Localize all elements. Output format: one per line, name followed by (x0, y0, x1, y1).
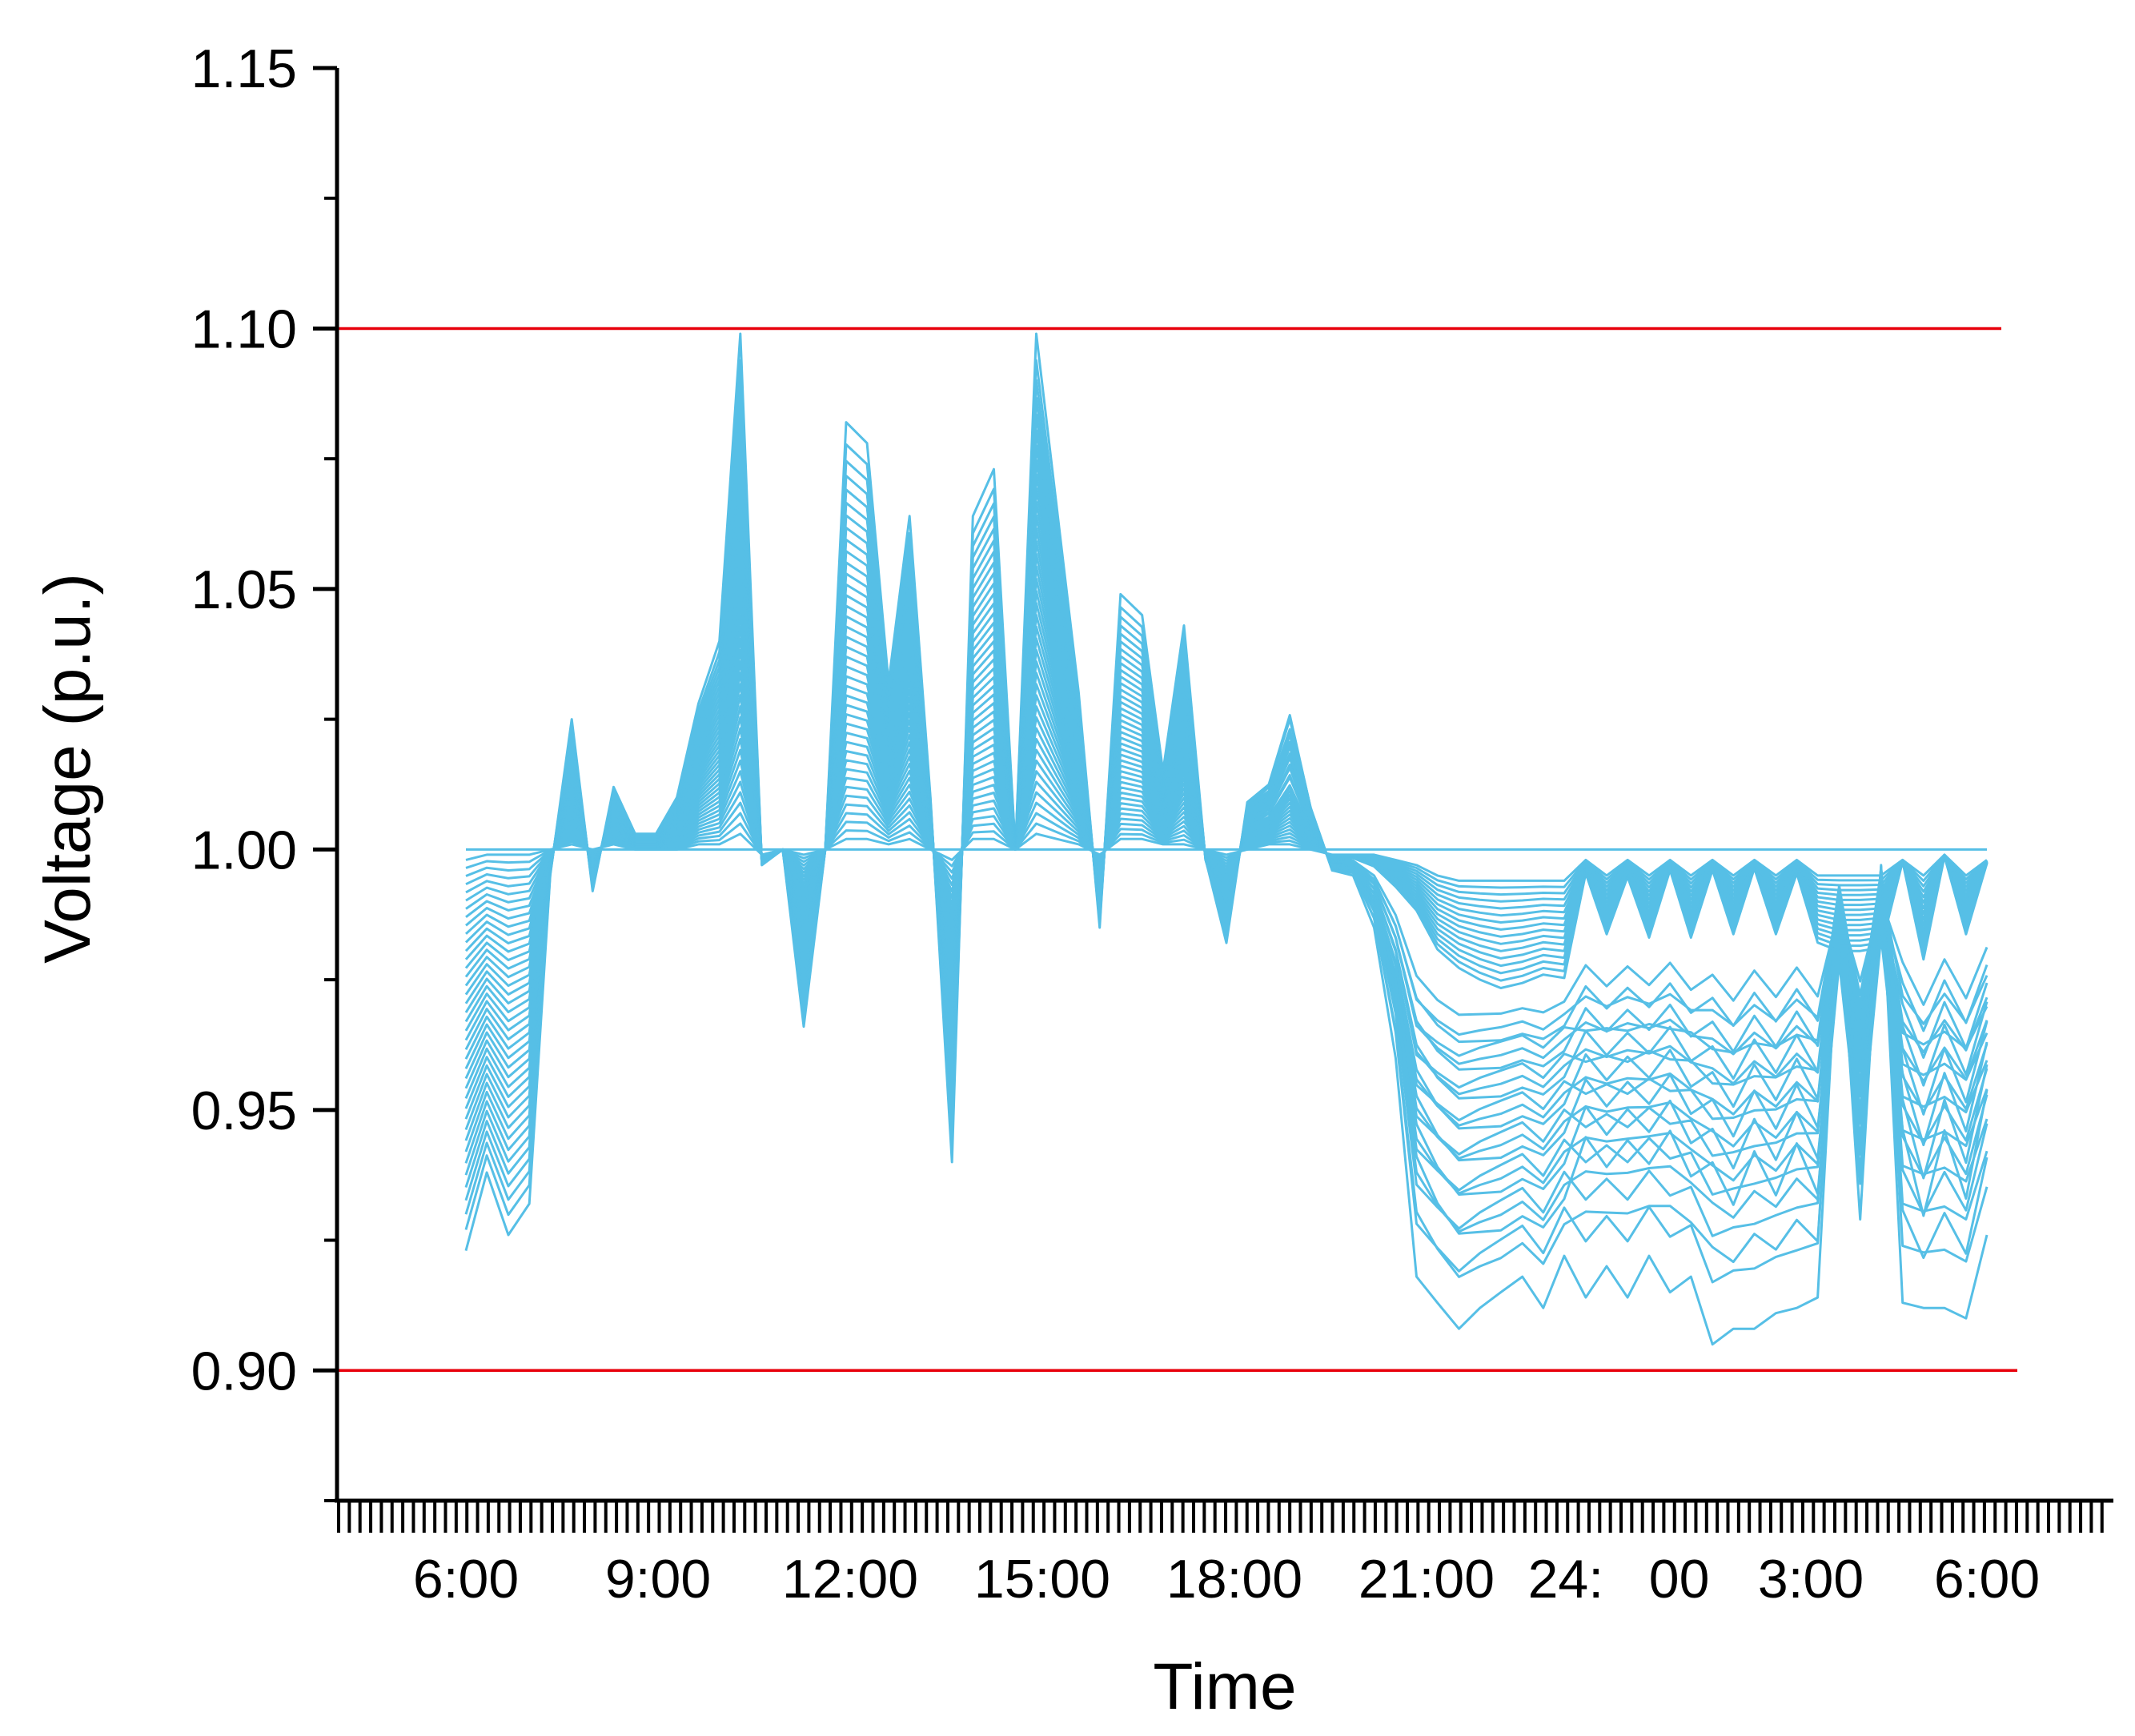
x-axis-label: Time (1153, 1650, 1296, 1723)
y-tick-label: 1.15 (191, 38, 297, 99)
y-tick-label: 1.05 (191, 559, 297, 620)
y-ticks: 0.90 0.95 1.00 1.05 1.10 1.15 (191, 38, 337, 1502)
x-tick-label: 15:00 (974, 1549, 1110, 1610)
voltage-series-group (464, 332, 1989, 1346)
x-tick-label: 9:00 (605, 1549, 711, 1610)
x-tick-label: 6:00 (1934, 1549, 2040, 1610)
x-ticks: 6:00 9:00 12:00 15:00 18:00 21:00 24: 00 3:00 6:… (337, 1501, 2104, 1610)
voltage-series-line (465, 780, 1989, 917)
x-tick-label: 3:00 (1758, 1549, 1864, 1610)
y-tick-label: 0.90 (191, 1341, 297, 1401)
voltage-series-line (464, 727, 1989, 952)
voltage-series-line (464, 738, 1989, 945)
voltage-series-line (464, 637, 1989, 1057)
limit-lines (337, 327, 2017, 1373)
voltage-series-line (465, 812, 1989, 896)
y-axis-label: Voltage (p.u.) (31, 573, 104, 964)
voltage-series-line (464, 716, 1989, 960)
x-tick-label: 21:00 (1358, 1549, 1495, 1610)
voltage-series-line (465, 822, 1989, 889)
voltage-series-line (465, 759, 1989, 931)
y-tick-label: 0.95 (191, 1080, 297, 1141)
x-tick-label: 12:00 (782, 1549, 918, 1610)
y-tick-label: 1.00 (191, 820, 297, 880)
voltage-series-line (465, 748, 1989, 938)
voltage-series-line (465, 832, 1988, 882)
y-tick-label: 1.10 (191, 299, 297, 359)
voltage-series-line (465, 801, 1989, 903)
voltage-series-line (465, 791, 1989, 910)
axes (335, 68, 2113, 1503)
x-tick-label: 24: 00 (1528, 1549, 1710, 1610)
voltage-series-line (465, 770, 1989, 924)
x-tick-label: 18:00 (1166, 1549, 1302, 1610)
x-tick-label: 6:00 (413, 1549, 519, 1610)
